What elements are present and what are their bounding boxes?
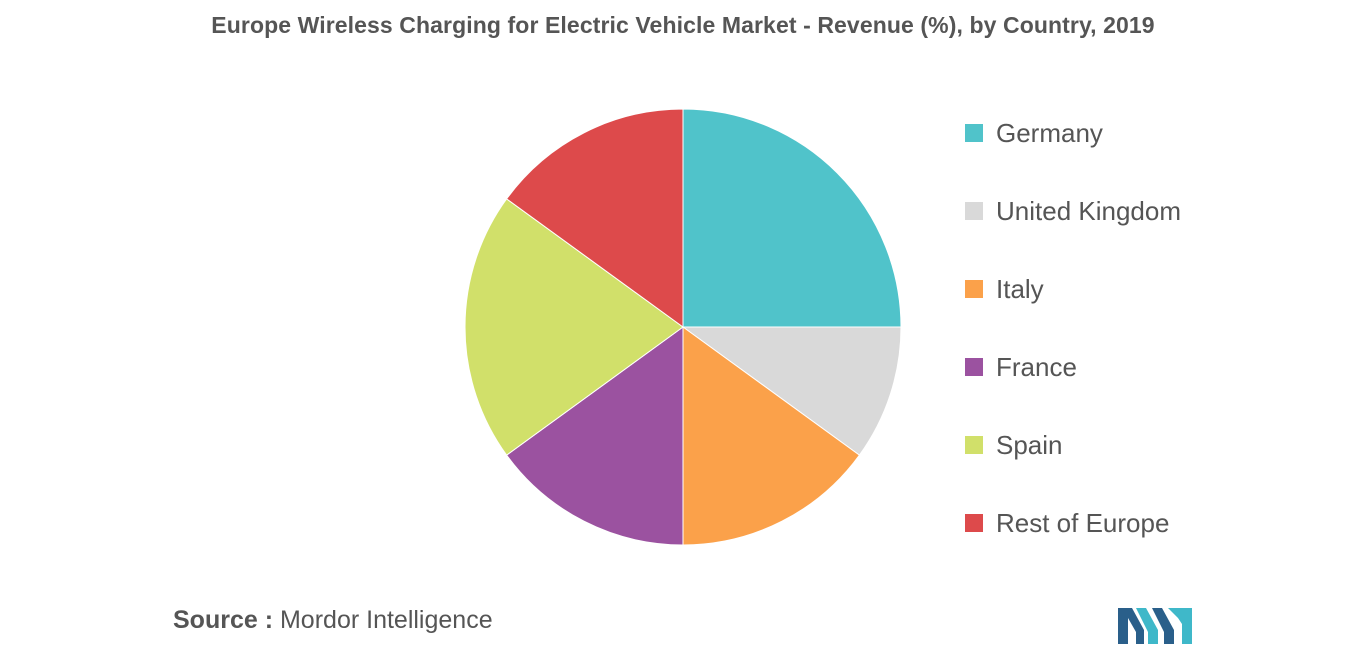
legend-label-spain: Spain xyxy=(996,430,1063,460)
legend-label-france: France xyxy=(996,352,1077,382)
logo-shape-right xyxy=(1168,608,1192,644)
legend-item-spain: Spain xyxy=(965,425,1181,503)
source-note: Source : Mordor Intelligence xyxy=(173,606,493,635)
legend-label-united-kingdom: United Kingdom xyxy=(996,196,1181,226)
source-label: Source : xyxy=(173,606,274,634)
legend-item-germany: Germany xyxy=(965,113,1181,191)
pie-slice-italy xyxy=(682,326,861,546)
pie-slice-rest-of-europe xyxy=(505,108,684,328)
logo-shape-mid-right xyxy=(1152,608,1174,644)
chart-legend: Germany United Kingdom Italy France Spai… xyxy=(965,113,1181,581)
source-text: Mordor Intelligence xyxy=(279,606,493,634)
legend-label-rest-of-europe: Rest of Europe xyxy=(996,508,1170,538)
pie-slice-spain xyxy=(464,198,684,456)
legend-item-france: France xyxy=(965,347,1181,425)
legend-swatch-italy xyxy=(965,280,983,298)
legend-swatch-germany xyxy=(965,124,983,142)
legend-swatch-france xyxy=(965,358,983,376)
pie-slice-united-kingdom xyxy=(681,326,902,456)
legend-swatch-united-kingdom xyxy=(965,202,983,220)
legend-label-germany: Germany xyxy=(996,118,1103,148)
legend-swatch-spain xyxy=(965,436,983,454)
legend-swatch-rest-of-europe xyxy=(965,514,983,532)
chart-title: Europe Wireless Charging for Electric Ve… xyxy=(211,12,1155,38)
pie-slice-france xyxy=(505,326,684,546)
legend-label-italy: Italy xyxy=(996,274,1044,304)
legend-item-italy: Italy xyxy=(965,269,1181,347)
mordor-intelligence-logo-icon xyxy=(1118,608,1192,644)
logo-shape-left xyxy=(1118,608,1144,644)
legend-item-united-kingdom: United Kingdom xyxy=(965,191,1181,269)
legend-item-rest-of-europe: Rest of Europe xyxy=(965,503,1181,581)
pie-slice-germany xyxy=(682,108,902,328)
logo-shape-mid-left xyxy=(1136,608,1158,644)
